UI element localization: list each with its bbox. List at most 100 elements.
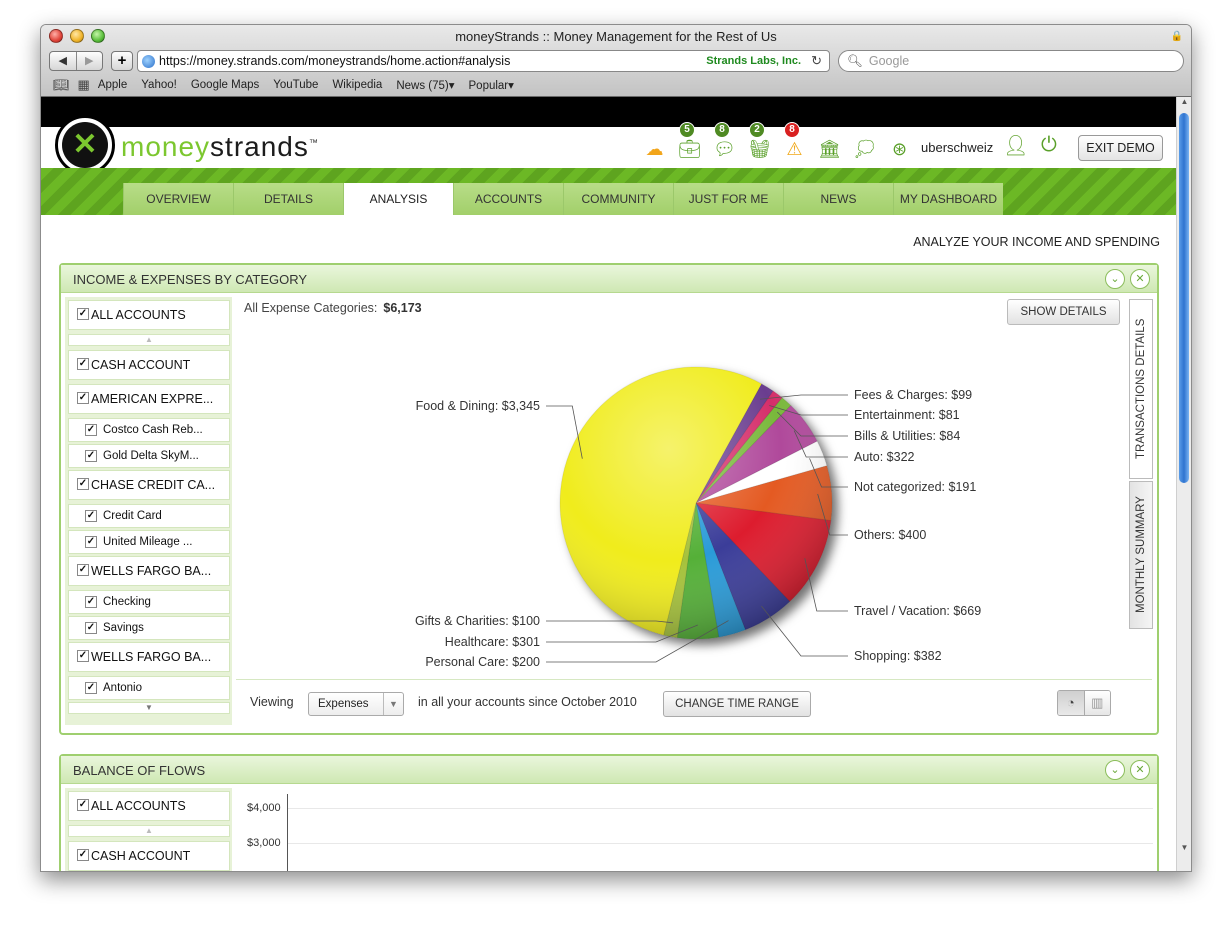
bookmark-google-maps[interactable]: Google Maps	[190, 79, 260, 91]
account-checkbox[interactable]: ✓	[85, 424, 97, 436]
search-input[interactable]: 🔍︎ Google	[838, 50, 1184, 72]
zoom-window-button[interactable]	[91, 29, 105, 43]
account-group[interactable]: ✓ CASH ACCOUNT	[68, 841, 230, 871]
tab-analysis[interactable]: ANALYSIS	[343, 183, 453, 215]
account-checkbox[interactable]: ✓	[77, 650, 89, 662]
collapse-icon[interactable]: ⌄	[1105, 269, 1125, 289]
basket-icon[interactable]: 2 🧺︎	[748, 122, 771, 159]
minimize-window-button[interactable]	[70, 29, 84, 43]
weather-icon[interactable]: ☁	[645, 139, 664, 159]
panel-title: BALANCE OF FLOWS	[73, 763, 206, 778]
exit-demo-button[interactable]: EXIT DEMO	[1078, 135, 1163, 161]
bookmark-wikipedia[interactable]: Wikipedia	[332, 79, 383, 91]
slice-label: Travel / Vacation: $669	[854, 604, 981, 618]
power-icon[interactable]: ⏻	[1041, 134, 1057, 156]
gridline	[288, 808, 1153, 809]
alert-icon[interactable]: 8 ⚠	[777, 122, 812, 163]
account-checkbox[interactable]: ✓	[77, 849, 89, 861]
bookmark-youtube[interactable]: YouTube	[273, 79, 319, 91]
summary-value: $6,173	[383, 301, 422, 315]
site-header: ✕ moneystrands™ ☁ 5 💼︎ 8 💬︎ 2 🧺︎ 8 ⚠ 🏛︎ 💭︎ ⊛…	[41, 115, 1177, 175]
account-group[interactable]: ✓ ALL ACCOUNTS	[68, 791, 230, 821]
collapse-icon[interactable]: ⌄	[1105, 760, 1125, 780]
close-icon[interactable]: ✕	[1130, 269, 1150, 289]
account-item[interactable]: ✓ Credit Card	[68, 504, 230, 528]
scroll-up-icon[interactable]: ▲	[68, 334, 230, 346]
help-ring-icon[interactable]: ⊛	[891, 139, 908, 159]
tab-accounts[interactable]: ACCOUNTS	[453, 183, 563, 215]
forward-button[interactable]: ▶	[75, 52, 103, 70]
account-checkbox[interactable]: ✓	[85, 510, 97, 522]
tab-just-for-me[interactable]: JUST FOR ME	[673, 183, 783, 215]
account-checkbox[interactable]: ✓	[77, 308, 89, 320]
account-checkbox[interactable]: ✓	[77, 564, 89, 576]
account-checkbox[interactable]: ✓	[77, 799, 89, 811]
account-label: CHASE CREDIT CA...	[91, 478, 216, 492]
bank-icon[interactable]: 🏛︎	[818, 139, 841, 159]
back-button[interactable]: ◀	[58, 55, 67, 67]
tab-my-dashboard[interactable]: MY DASHBOARD	[893, 183, 1003, 215]
account-item[interactable]: ✓ Savings	[68, 616, 230, 640]
bookmark-apple[interactable]: Apple	[97, 79, 128, 91]
moneystrands-logo[interactable]: ✕	[55, 115, 115, 175]
scroll-thumb[interactable]	[1179, 113, 1189, 483]
address-bar[interactable]: https://money.strands.com/moneystrands/h…	[137, 50, 830, 72]
account-checkbox[interactable]: ✓	[77, 478, 89, 490]
tab-overview[interactable]: OVERVIEW	[123, 183, 233, 215]
tab-community[interactable]: COMMUNITY	[563, 183, 673, 215]
balance-chart: $4,000 $3,000	[239, 786, 1159, 871]
account-item[interactable]: ✓ Checking	[68, 590, 230, 614]
close-icon[interactable]: ✕	[1130, 760, 1150, 780]
bookmark-news[interactable]: News (75)▾	[396, 80, 455, 92]
user-settings-icon[interactable]: 👤︎	[1003, 135, 1029, 157]
leader-line	[804, 558, 848, 612]
account-item[interactable]: ✓ Gold Delta SkyM...	[68, 444, 230, 468]
page-scrollbar[interactable]: ▲ ▼	[1176, 97, 1191, 871]
book-icon[interactable]: 📖︎	[53, 77, 70, 92]
username[interactable]: uberschweiz	[921, 140, 994, 155]
chat-icon[interactable]: 8 💬︎	[713, 122, 736, 159]
tab-news[interactable]: NEWS	[783, 183, 893, 215]
comments-icon[interactable]: 💭︎	[853, 139, 876, 159]
account-checkbox[interactable]: ✓	[85, 682, 97, 694]
view-type-select[interactable]: Expenses ▼	[308, 692, 404, 716]
account-group[interactable]: ✓ WELLS FARGO BA...	[68, 642, 230, 672]
account-checkbox[interactable]: ✓	[77, 392, 89, 404]
account-checkbox[interactable]: ✓	[85, 596, 97, 608]
account-group[interactable]: ✓ AMERICAN EXPRE...	[68, 384, 230, 414]
bookmark-popular[interactable]: Popular▾	[468, 80, 514, 92]
briefcase-icon[interactable]: 5 💼︎	[678, 122, 701, 159]
account-checkbox[interactable]: ✓	[85, 536, 97, 548]
chevron-down-icon: ▼	[383, 693, 403, 715]
account-checkbox[interactable]: ✓	[85, 622, 97, 634]
panel-header: BALANCE OF FLOWS ⌄ ✕	[61, 756, 1157, 784]
tab-transactions-details[interactable]: TRANSACTIONS DETAILS	[1129, 299, 1153, 479]
scroll-up-icon[interactable]: ▲	[1180, 97, 1189, 106]
account-checkbox[interactable]: ✓	[77, 358, 89, 370]
account-group[interactable]: ✓ WELLS FARGO BA...	[68, 556, 230, 586]
url-text: https://money.strands.com/moneystrands/h…	[159, 54, 511, 68]
account-item[interactable]: ✓ Costco Cash Reb...	[68, 418, 230, 442]
account-item[interactable]: ✓ United Mileage ...	[68, 530, 230, 554]
close-window-button[interactable]	[49, 29, 63, 43]
scroll-down-icon[interactable]: ▼	[1180, 843, 1189, 852]
bookmark-yahoo[interactable]: Yahoo!	[141, 79, 177, 91]
account-group[interactable]: ✓ ALL ACCOUNTS	[68, 300, 230, 330]
tab-monthly-summary[interactable]: MONTHLY SUMMARY	[1129, 481, 1153, 629]
show-details-button[interactable]: SHOW DETAILS	[1007, 299, 1120, 325]
change-time-range-button[interactable]: CHANGE TIME RANGE	[663, 691, 811, 717]
account-group[interactable]: ✓ CHASE CREDIT CA...	[68, 470, 230, 500]
account-item[interactable]: ✓ Antonio	[68, 676, 230, 700]
scroll-up-icon[interactable]: ▲	[68, 825, 230, 837]
account-label: Gold Delta SkyM...	[103, 450, 199, 462]
account-group[interactable]: ✓ CASH ACCOUNT	[68, 350, 230, 380]
tab-details[interactable]: DETAILS	[233, 183, 343, 215]
reload-icon[interactable]: ↻	[811, 53, 822, 68]
pie-chart-icon[interactable]: ◔	[1058, 691, 1084, 715]
grid-icon[interactable]: ▦	[77, 77, 90, 92]
slice-label: Healthcare: $301	[445, 635, 540, 649]
bar-chart-icon[interactable]: ▥	[1083, 691, 1110, 715]
account-checkbox[interactable]: ✓	[85, 450, 97, 462]
scroll-down-icon[interactable]: ▼	[68, 702, 230, 714]
add-bookmark-button[interactable]: +	[111, 51, 133, 71]
